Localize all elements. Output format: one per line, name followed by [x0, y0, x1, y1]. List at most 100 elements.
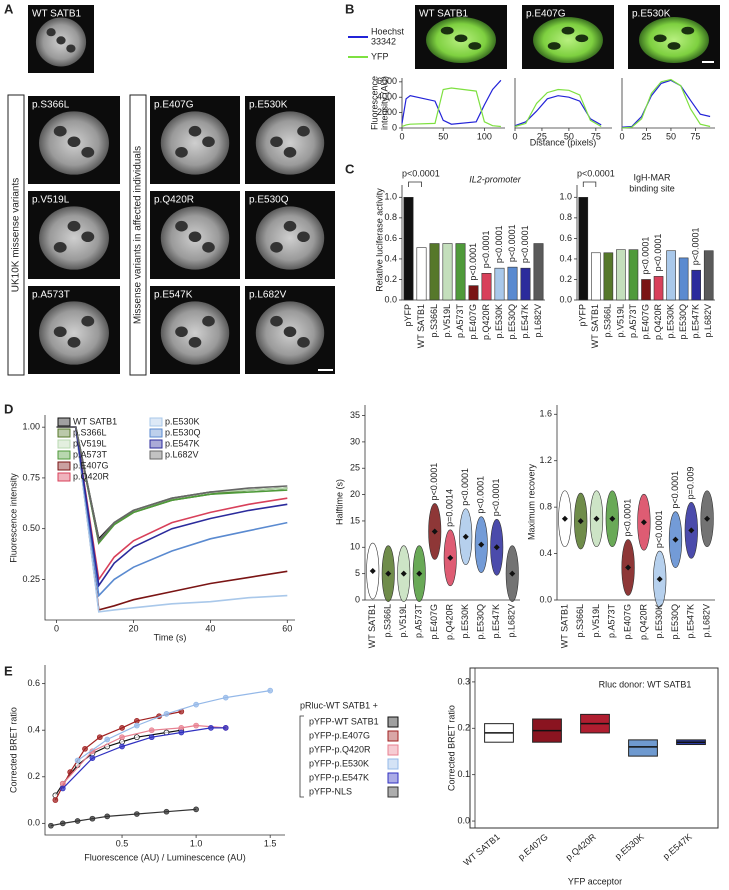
- mean-marker: [369, 568, 376, 575]
- point: [74, 818, 81, 824]
- chart-title: IgH-MAR: [633, 172, 671, 182]
- bar: [455, 243, 466, 301]
- y-tick-label: 35: [350, 410, 360, 420]
- p-value: p=0.009: [686, 467, 696, 500]
- point: [267, 687, 274, 694]
- x-tick-label: 0: [54, 623, 59, 633]
- box: [628, 739, 658, 757]
- nucleus: [160, 111, 230, 175]
- point: [148, 734, 155, 741]
- line: [56, 426, 288, 543]
- p-value: p<0.0001: [640, 237, 650, 275]
- legend-swatch: [387, 744, 399, 756]
- legend-label: p.E530K: [165, 416, 200, 426]
- y-tick-label: 0.4: [384, 253, 397, 263]
- x-tick-label: p.S366L: [383, 604, 393, 638]
- y-tick-label: 1.2: [539, 455, 552, 465]
- nucleolus: [188, 337, 202, 348]
- image-label: WT SATB1: [419, 9, 469, 20]
- bar: [481, 273, 492, 301]
- p-value: p<0.0001: [481, 231, 491, 269]
- fit-line: [50, 808, 197, 827]
- x-tick-label: p.E530Q: [476, 604, 486, 640]
- chart-title: IL2-promoter: [469, 174, 522, 184]
- bar: [520, 267, 531, 301]
- nucleolus: [67, 220, 81, 232]
- legend-swatch: [387, 758, 399, 770]
- p-value: p<0.0001: [491, 479, 501, 517]
- point: [148, 727, 155, 734]
- y-axis-label: Fluorescence: [369, 76, 379, 130]
- y-tick-label: 0.0: [27, 818, 40, 828]
- y-tick-label: 15: [350, 515, 360, 525]
- x-tick-label: p.E547K: [686, 604, 696, 639]
- point: [59, 780, 66, 787]
- y-tick-label: 0.50: [22, 523, 40, 533]
- x-tick-label: p.E530K: [613, 832, 646, 862]
- nucleolus: [188, 125, 202, 137]
- p-value: p=0.0014: [445, 489, 455, 527]
- x-tick-label: p.E407G: [468, 304, 478, 340]
- mean-marker: [478, 541, 485, 548]
- bar: [616, 249, 626, 301]
- legend-swatch: [57, 472, 71, 482]
- y-tick-label: 0.0: [559, 294, 572, 304]
- bracket: [582, 181, 597, 187]
- y-tick-label: 25: [350, 463, 360, 473]
- image-label: p.E407G: [526, 9, 566, 20]
- nucleolus: [202, 315, 215, 327]
- legend-swatch: [387, 772, 399, 784]
- legend-label: 33342: [371, 36, 396, 46]
- fit-line: [54, 729, 182, 796]
- bar: [468, 285, 479, 301]
- point: [52, 797, 59, 803]
- nucleolus: [681, 26, 695, 35]
- y-tick-label: 0.2: [457, 723, 470, 733]
- point: [208, 725, 214, 731]
- p-value: p<0.0001: [494, 225, 504, 263]
- legend-label: p.Q420R: [73, 471, 110, 481]
- line: [621, 79, 711, 128]
- legend-label: p.E530Q: [165, 427, 201, 437]
- legend-label: WT SATB1: [73, 416, 117, 426]
- x-tick-label: p.E530K: [460, 604, 470, 639]
- image-label: p.L682V: [249, 290, 287, 301]
- mean-marker: [431, 528, 438, 535]
- image-label: p.E407G: [154, 100, 194, 111]
- y-axis-label: Halftime (s): [334, 479, 344, 525]
- bar: [641, 279, 651, 301]
- x-tick-label: p.E530K: [654, 604, 664, 639]
- legend-label: Hoechst: [371, 26, 405, 36]
- x-tick-label: p.L682V: [703, 304, 713, 338]
- y-tick-label: 0.6: [384, 233, 397, 243]
- panel-label: A: [4, 1, 14, 16]
- legend-label: p.E547K: [165, 438, 200, 448]
- x-tick-label: p.Q420R: [564, 831, 598, 862]
- x-tick-label: 75: [690, 131, 700, 141]
- x-tick-label: p.A573T: [414, 604, 424, 639]
- point: [104, 736, 111, 743]
- x-tick-label: 0.5: [116, 838, 129, 848]
- y-axis-label: Maximum recovery: [526, 463, 536, 540]
- x-axis-label: Time (s): [154, 632, 187, 642]
- x-tick-label: p.E407G: [516, 832, 550, 862]
- nucleolus: [547, 42, 561, 50]
- mean-marker: [577, 518, 584, 525]
- axis: [401, 78, 505, 129]
- x-axis-label: Distance (pixels): [530, 137, 597, 147]
- mean-marker: [561, 515, 568, 522]
- point: [178, 725, 185, 731]
- y-tick-label: 4000: [377, 92, 397, 102]
- x-tick-label: p.V519L: [442, 304, 452, 338]
- legend-swatch: [149, 417, 163, 427]
- point: [163, 711, 170, 717]
- x-tick-label: pYFP: [403, 304, 413, 327]
- y-tick-label: 0.4: [539, 548, 552, 558]
- nucleolus: [202, 136, 215, 148]
- x-tick-label: p.V519L: [591, 604, 601, 638]
- image-label: p.V519L: [32, 195, 70, 206]
- y-tick-label: 1.00: [22, 422, 40, 432]
- mean-marker: [656, 576, 663, 583]
- legend-bracket: [299, 715, 304, 798]
